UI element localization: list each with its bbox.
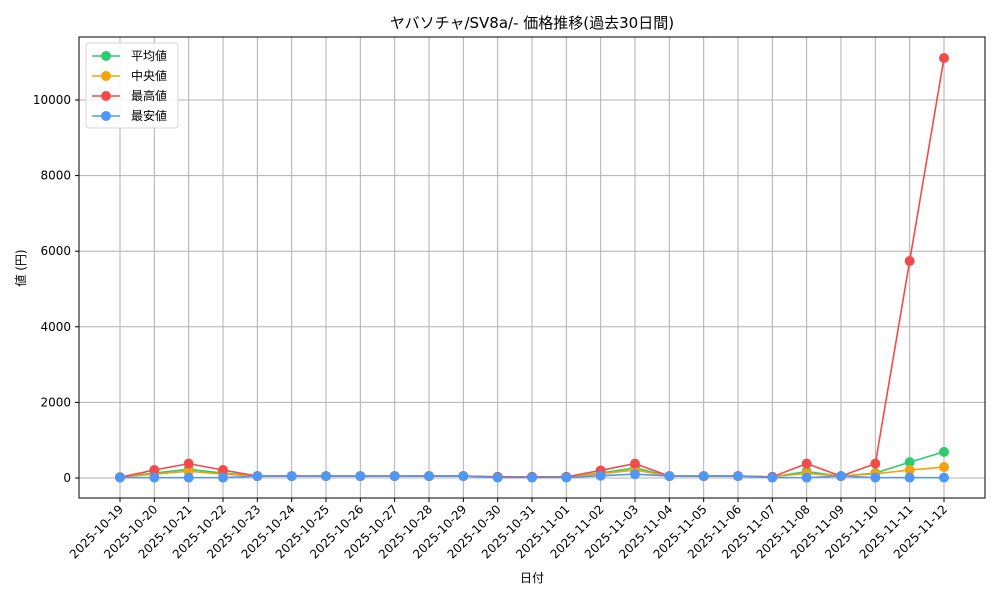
data-point xyxy=(218,465,228,476)
data-point xyxy=(939,472,949,483)
legend-label: 中央値 xyxy=(131,68,167,83)
data-point xyxy=(698,471,709,482)
data-point xyxy=(286,471,297,482)
chart-title: ヤバソチャ/SV8a/- 価格推移(過去30日間) xyxy=(389,14,675,32)
data-point xyxy=(149,465,160,476)
x-axis-ticks: 2025-10-192025-10-202025-10-212025-10-22… xyxy=(67,498,950,561)
data-point xyxy=(630,458,640,469)
legend-label: 最高値 xyxy=(131,88,167,103)
data-point xyxy=(733,471,743,482)
y-tick-label: 2000 xyxy=(40,395,71,409)
data-point xyxy=(458,471,469,482)
data-point xyxy=(218,472,228,483)
legend-marker-icon xyxy=(101,71,111,81)
y-tick-label: 4000 xyxy=(40,320,71,334)
legend-item: 中央値 xyxy=(92,68,167,83)
data-point xyxy=(870,472,881,483)
y-tick-label: 8000 xyxy=(40,169,71,183)
data-point xyxy=(355,471,366,482)
y-axis-ticks: 0 2000 4000 6000 8000 10000 xyxy=(33,93,79,485)
legend-item: 最高値 xyxy=(92,88,167,103)
data-point xyxy=(939,462,949,473)
y-axis-label: 値 (円) xyxy=(13,249,28,286)
data-point xyxy=(904,465,915,476)
data-point xyxy=(389,471,400,482)
data-point xyxy=(904,256,915,267)
data-point xyxy=(904,457,915,468)
data-point xyxy=(801,458,812,469)
series-最安値 xyxy=(115,469,949,483)
data-point xyxy=(939,446,949,457)
data-point xyxy=(630,469,640,480)
data-point xyxy=(767,472,778,483)
legend-label: 最安値 xyxy=(131,108,167,123)
data-point xyxy=(561,472,572,483)
legend-item: 平均値 xyxy=(92,48,167,63)
data-point xyxy=(836,471,846,482)
data-point xyxy=(252,471,263,482)
y-tick-label: 0 xyxy=(63,471,71,485)
y-tick-label: 10000 xyxy=(33,93,71,107)
legend-item: 最安値 xyxy=(92,108,167,123)
data-point xyxy=(149,472,160,483)
data-point xyxy=(939,53,949,64)
legend-label: 平均値 xyxy=(131,48,167,63)
data-point xyxy=(801,472,812,483)
y-tick-label: 6000 xyxy=(40,244,71,258)
data-point xyxy=(492,472,503,483)
legend-box xyxy=(85,42,179,129)
legend-marker-icon xyxy=(101,51,111,61)
legend-marker-icon xyxy=(101,111,111,121)
data-point xyxy=(183,458,194,469)
data-point xyxy=(527,472,537,483)
legend-marker-icon xyxy=(101,91,111,101)
data-point xyxy=(115,472,125,483)
data-point xyxy=(321,471,331,482)
grid-lines xyxy=(79,37,985,498)
data-point xyxy=(870,458,881,469)
data-point xyxy=(664,471,675,482)
series-lines xyxy=(115,53,949,483)
data-point xyxy=(183,472,194,483)
data-point xyxy=(595,470,606,481)
data-point xyxy=(424,471,434,482)
data-point xyxy=(904,472,915,483)
x-axis-label: 日付 xyxy=(520,571,544,585)
